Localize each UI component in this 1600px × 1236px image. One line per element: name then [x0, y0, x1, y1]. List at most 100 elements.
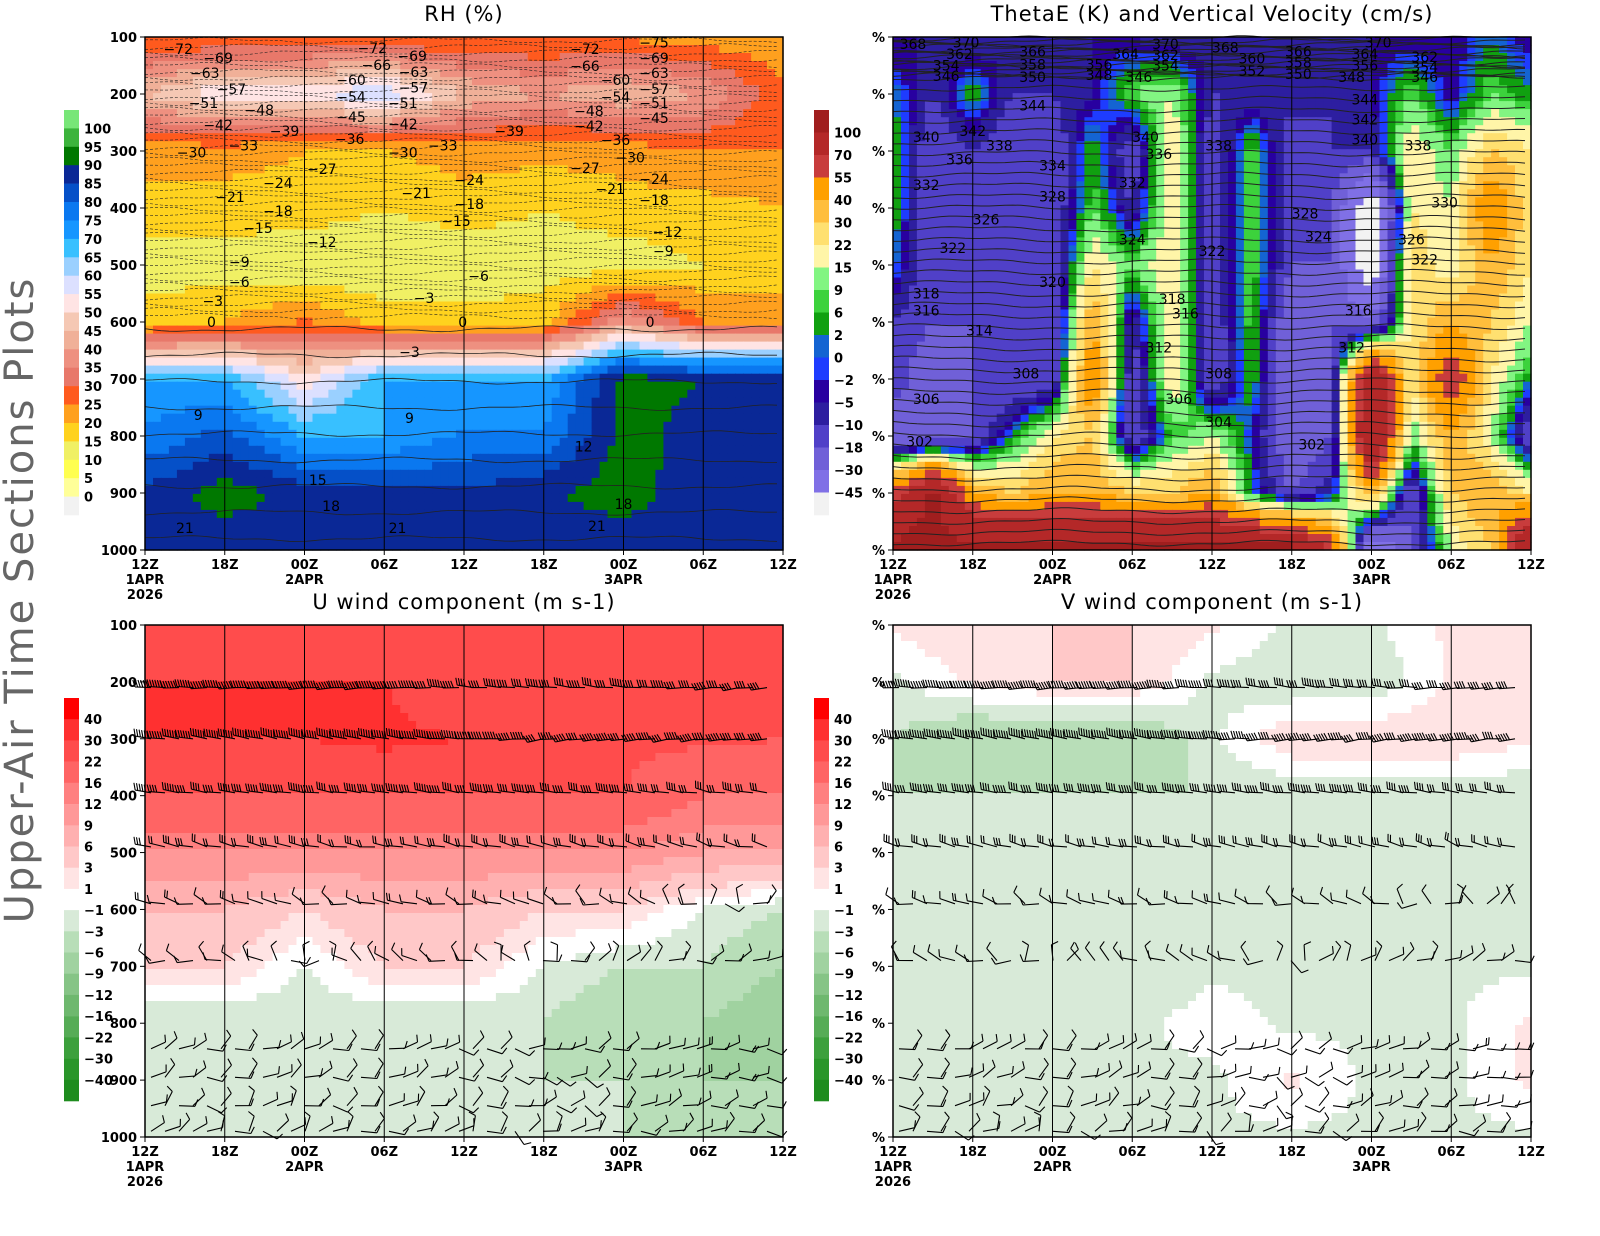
- heatmap-cell: [208, 45, 218, 54]
- heatmap-cell: [543, 173, 553, 182]
- heatmap-cell: [264, 109, 274, 118]
- heatmap-cell: [543, 229, 553, 238]
- heatmap-cell: [160, 173, 170, 182]
- heatmap-cell: [400, 453, 409, 463]
- heatmap-cell: [224, 461, 234, 471]
- heatmap-cell: [511, 526, 521, 535]
- heatmap-cell: [208, 205, 218, 214]
- heatmap-cell: [360, 61, 369, 70]
- heatmap-cell: [168, 341, 178, 351]
- heatmap-cell: [224, 261, 234, 270]
- heatmap-cell: [495, 469, 505, 479]
- heatmap-cell: [168, 101, 178, 110]
- heatmap-cell: [775, 77, 784, 86]
- heatmap-cell: [647, 221, 656, 230]
- heatmap-cell: [376, 197, 385, 206]
- heatmap-cell: [623, 485, 633, 495]
- heatmap-cell: [559, 317, 569, 327]
- heatmap-cell: [224, 173, 234, 182]
- heatmap-cell: [336, 461, 345, 471]
- heatmap-cell: [400, 197, 409, 206]
- heatmap-cell: [631, 389, 641, 399]
- heatmap-cell: [216, 341, 226, 351]
- heatmap-cell: [456, 309, 465, 319]
- heatmap-cell: [145, 245, 154, 254]
- heatmap-cell: [735, 229, 744, 238]
- heatmap-cell: [312, 181, 322, 190]
- heatmap-cell: [671, 333, 680, 343]
- heatmap-cell: [751, 405, 760, 415]
- heatmap-cell: [153, 61, 162, 70]
- heatmap-cell: [153, 277, 162, 287]
- heatmap-cell: [479, 237, 489, 246]
- heatmap-cell: [456, 237, 465, 246]
- heatmap-cell: [344, 245, 353, 254]
- heatmap-cell: [408, 157, 417, 166]
- heatmap-cell: [479, 101, 489, 110]
- heatmap-cell: [416, 461, 425, 471]
- heatmap-cell: [440, 453, 449, 463]
- heatmap-cell: [200, 509, 210, 519]
- heatmap-cell: [336, 221, 345, 230]
- heatmap-cell: [503, 77, 513, 86]
- heatmap-cell: [743, 405, 752, 415]
- heatmap-cell: [479, 333, 489, 343]
- heatmap-cell: [743, 61, 752, 70]
- heatmap-cell: [631, 181, 641, 190]
- heatmap-cell: [647, 93, 656, 102]
- heatmap-cell: [735, 461, 744, 471]
- heatmap-cell: [344, 261, 353, 270]
- heatmap-cell: [368, 221, 377, 230]
- heatmap-cell: [320, 125, 329, 134]
- heatmap-cell: [711, 493, 720, 503]
- heatmap-cell: [184, 453, 194, 463]
- heatmap-cell: [487, 237, 497, 246]
- heatmap-cell: [336, 341, 345, 351]
- heatmap-cell: [176, 509, 186, 519]
- heatmap-cell: [392, 205, 401, 214]
- heatmap-cell: [639, 325, 649, 335]
- heatmap-cell: [495, 349, 505, 359]
- heatmap-cell: [583, 493, 593, 503]
- heatmap-cell: [567, 317, 577, 327]
- heatmap-cell: [224, 269, 234, 279]
- heatmap-cell: [296, 261, 306, 270]
- heatmap-cell: [495, 205, 505, 214]
- heatmap-cell: [543, 301, 553, 311]
- heatmap-cell: [240, 261, 250, 270]
- heatmap-cell: [216, 77, 226, 86]
- heatmap-cell: [551, 157, 561, 166]
- heatmap-cell: [248, 405, 258, 415]
- heatmap-cell: [336, 205, 345, 214]
- heatmap-cell: [256, 77, 266, 86]
- heatmap-cell: [679, 301, 688, 311]
- heatmap-cell: [288, 325, 298, 335]
- heatmap-cell: [384, 93, 393, 102]
- heatmap-cell: [392, 421, 401, 431]
- heatmap-cell: [272, 429, 282, 439]
- heatmap-cell: [655, 141, 664, 150]
- heatmap-cell: [256, 37, 266, 46]
- heatmap-cell: [591, 469, 601, 479]
- heatmap-cell: [615, 333, 625, 343]
- heatmap-cell: [775, 325, 784, 335]
- heatmap-cell: [376, 461, 385, 471]
- heatmap-cell: [743, 37, 752, 46]
- heatmap-cell: [687, 69, 696, 78]
- heatmap-cell: [487, 101, 497, 110]
- heatmap-cell: [153, 453, 162, 463]
- heatmap-cell: [145, 349, 154, 359]
- heatmap-cell: [288, 53, 298, 62]
- heatmap-cell: [200, 365, 210, 375]
- heatmap-cell: [360, 349, 369, 359]
- heatmap-cell: [384, 453, 393, 463]
- heatmap-cell: [551, 141, 561, 150]
- heatmap-cell: [440, 309, 449, 319]
- heatmap-cell: [456, 45, 465, 54]
- heatmap-cell: [727, 445, 736, 455]
- heatmap-cell: [232, 173, 242, 182]
- heatmap-cell: [288, 317, 298, 327]
- heatmap-cell: [759, 77, 768, 86]
- heatmap-cell: [759, 309, 768, 319]
- heatmap-cell: [711, 93, 720, 102]
